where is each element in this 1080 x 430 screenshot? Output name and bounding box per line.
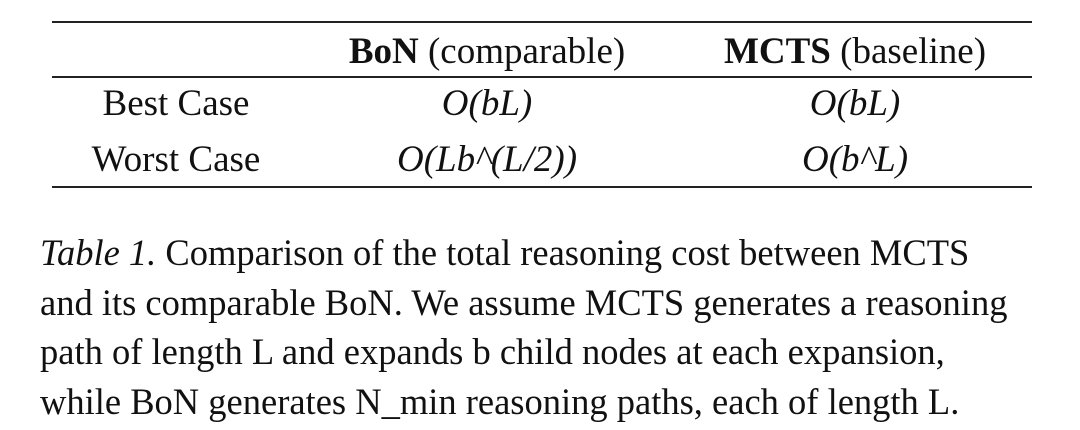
header-mcts: MCTS (baseline)	[724, 30, 986, 73]
caption-label: Table 1.	[40, 232, 157, 273]
cell-mcts-worst: O(b^L)	[801, 139, 909, 180]
caption-line-3: path of length L and expands b child nod…	[40, 331, 945, 372]
header-bon: BoN (comparable)	[349, 30, 625, 73]
mid-rule	[52, 76, 1032, 78]
header-bon-rest: (comparable)	[418, 31, 626, 72]
caption-line-4: while BoN generates N_min reasoning path…	[40, 380, 960, 422]
bottom-rule	[52, 186, 1032, 188]
cell-bon-worst: O(Lb^(L/2))	[396, 139, 578, 180]
table-caption: Table 1. Comparison of the total reasoni…	[40, 228, 1060, 426]
cell-bon-best: O(bL)	[441, 83, 533, 124]
row-label-best: Best Case	[102, 83, 250, 124]
caption-line-2: and its comparable BoN. We assume MCTS g…	[40, 281, 1008, 323]
caption-line-1-text: Comparison of the total reasoning cost b…	[156, 232, 970, 273]
row-label-worst: Worst Case	[91, 139, 261, 180]
caption-line-1: Table 1. Comparison of the total reasoni…	[40, 228, 1060, 278]
header-mcts-bold: MCTS	[723, 31, 831, 72]
top-rule	[52, 21, 1032, 23]
header-bon-bold: BoN	[348, 31, 419, 72]
header-mcts-rest: (baseline)	[830, 31, 987, 72]
cell-mcts-best: O(bL)	[809, 83, 901, 124]
